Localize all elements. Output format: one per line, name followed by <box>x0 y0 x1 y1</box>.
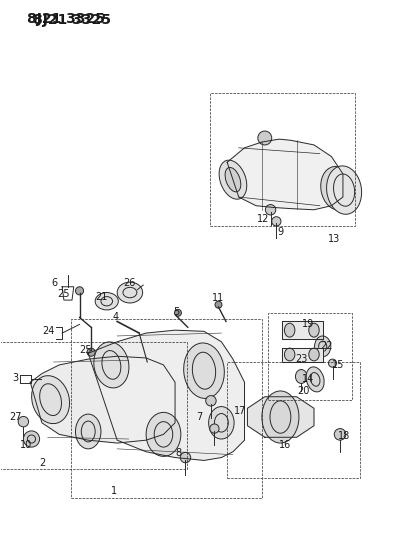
Text: 22: 22 <box>320 342 333 351</box>
Ellipse shape <box>75 287 84 295</box>
Ellipse shape <box>94 342 129 388</box>
Text: 19: 19 <box>302 319 314 329</box>
Ellipse shape <box>265 205 276 215</box>
Ellipse shape <box>321 166 354 210</box>
Ellipse shape <box>109 379 149 431</box>
Polygon shape <box>227 139 343 210</box>
Ellipse shape <box>180 453 191 463</box>
Text: 1: 1 <box>111 486 118 496</box>
Ellipse shape <box>95 293 118 310</box>
Ellipse shape <box>258 131 272 145</box>
Text: 26: 26 <box>124 278 136 288</box>
Polygon shape <box>282 348 323 362</box>
Ellipse shape <box>32 376 69 424</box>
Text: 12: 12 <box>257 214 269 224</box>
Text: 5: 5 <box>173 306 180 317</box>
Text: 24: 24 <box>43 326 55 336</box>
Ellipse shape <box>295 369 307 383</box>
Polygon shape <box>247 397 314 437</box>
Text: 10: 10 <box>20 440 32 450</box>
Ellipse shape <box>208 407 234 439</box>
Ellipse shape <box>210 424 219 433</box>
Text: 7: 7 <box>196 412 202 422</box>
Ellipse shape <box>306 367 324 392</box>
Ellipse shape <box>18 416 29 427</box>
Ellipse shape <box>315 336 331 357</box>
Ellipse shape <box>225 167 241 192</box>
Polygon shape <box>282 321 323 339</box>
Text: 2: 2 <box>39 458 45 469</box>
Ellipse shape <box>328 359 337 367</box>
Ellipse shape <box>309 348 319 361</box>
Text: 27: 27 <box>10 412 22 422</box>
Polygon shape <box>88 330 244 461</box>
Text: 18: 18 <box>338 431 350 441</box>
Ellipse shape <box>206 395 216 406</box>
Text: 25: 25 <box>79 345 91 356</box>
Text: 3: 3 <box>13 373 19 383</box>
Text: 23: 23 <box>295 354 308 364</box>
Text: 11: 11 <box>212 293 224 303</box>
Ellipse shape <box>184 343 224 399</box>
Ellipse shape <box>272 217 281 226</box>
Ellipse shape <box>175 309 182 316</box>
Text: 4: 4 <box>113 312 119 322</box>
Text: 16: 16 <box>279 440 291 450</box>
Text: 20: 20 <box>297 386 310 396</box>
Text: 17: 17 <box>234 406 246 416</box>
Ellipse shape <box>215 301 222 308</box>
Text: 8J21 3325: 8J21 3325 <box>27 12 105 26</box>
Ellipse shape <box>75 414 101 449</box>
Text: 8J21 3325: 8J21 3325 <box>33 13 111 28</box>
Text: 21: 21 <box>95 292 107 302</box>
Ellipse shape <box>87 348 95 356</box>
Ellipse shape <box>284 348 295 361</box>
Ellipse shape <box>284 323 295 337</box>
Ellipse shape <box>334 429 346 440</box>
Text: 13: 13 <box>328 233 340 244</box>
Text: 9: 9 <box>277 227 284 237</box>
Ellipse shape <box>262 391 299 443</box>
Text: 15: 15 <box>332 360 344 370</box>
Ellipse shape <box>326 166 361 214</box>
Ellipse shape <box>23 431 40 447</box>
Ellipse shape <box>328 174 347 203</box>
Ellipse shape <box>309 323 319 337</box>
Text: 25: 25 <box>58 289 70 300</box>
Text: 8: 8 <box>175 448 181 458</box>
Ellipse shape <box>146 413 181 456</box>
Ellipse shape <box>219 160 247 199</box>
Ellipse shape <box>117 282 143 303</box>
Text: 6: 6 <box>51 278 58 288</box>
Polygon shape <box>30 356 175 443</box>
Text: 14: 14 <box>302 374 314 384</box>
